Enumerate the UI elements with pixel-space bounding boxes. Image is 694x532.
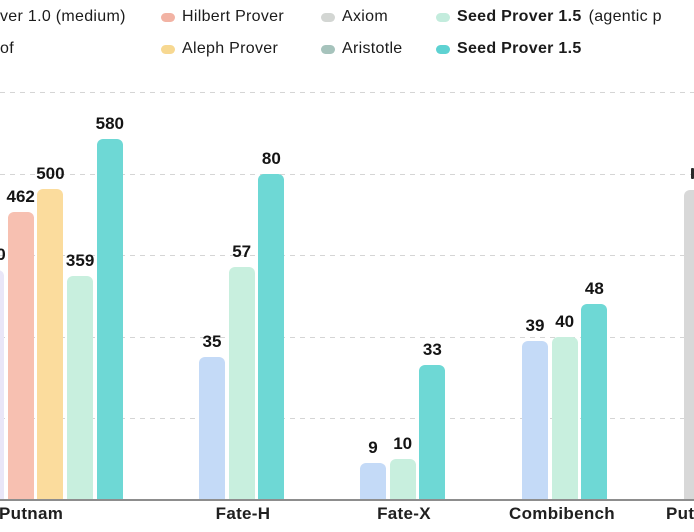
x-axis-label-fate-h: Fate-H xyxy=(215,504,271,523)
value-label: 10 xyxy=(393,434,413,454)
bar-mint-putnam xyxy=(67,276,94,500)
legend-label: Hilbert Prover xyxy=(182,8,285,25)
legend-label: Aristotle xyxy=(342,40,403,57)
value-label: 48 xyxy=(584,279,604,299)
value-label: 462 xyxy=(6,187,35,207)
bar-mint-fate-x xyxy=(389,459,416,500)
legend-item: Seed Prover 1.5 xyxy=(436,39,582,59)
gridline xyxy=(0,92,694,93)
legend-color-dot xyxy=(436,12,450,22)
bar-gray-put xyxy=(684,189,694,500)
bar-blue-fate-h xyxy=(199,357,225,500)
bar-salmon-putnam xyxy=(7,212,34,500)
gridline xyxy=(0,418,694,419)
legend-label: Seed Prover 1.5 xyxy=(457,40,582,57)
legend-color-dot xyxy=(161,12,175,22)
gridline xyxy=(0,255,694,256)
legend-label: Aleph Prover xyxy=(182,40,279,57)
legend-label: Axiom xyxy=(342,8,388,25)
bar-teal-putnam xyxy=(96,138,123,500)
x-axis-label-putnam: Putnam xyxy=(0,504,64,523)
bar-lavender-putnam xyxy=(0,269,4,500)
value-label: 0 xyxy=(0,244,6,264)
legend-item: Aristotle xyxy=(321,39,403,59)
bar-teal-fate-x xyxy=(419,365,446,500)
legend-item: Aleph Prover xyxy=(161,39,278,59)
bar-blue-combibench xyxy=(522,340,548,500)
value-label: 57 xyxy=(232,242,252,262)
legend-label: Seed Prover 1.5 xyxy=(457,8,582,25)
legend-item: Seed Prover 1.5 (agentic p xyxy=(436,7,662,27)
legend-item: Hilbert Prover xyxy=(161,7,284,27)
legend-item: Axiom xyxy=(321,7,388,27)
value-label: 40 xyxy=(555,311,575,331)
legend-item-fragment: ver 1.0 (medium) xyxy=(0,7,126,27)
bar-teal-combibench xyxy=(581,304,608,500)
x-axis-line xyxy=(0,499,694,501)
gridline xyxy=(0,337,694,338)
value-label: 580 xyxy=(95,113,124,133)
bar-mint-fate-h xyxy=(228,267,255,500)
legend-label: of xyxy=(0,40,14,57)
legend-color-dot xyxy=(436,44,450,54)
value-label: 80 xyxy=(261,148,281,168)
value-label: 500 xyxy=(36,163,65,183)
legend-item-fragment: of xyxy=(0,39,14,59)
value-label: 35 xyxy=(202,332,222,352)
bar-blue-fate-x xyxy=(360,463,386,500)
value-label: 39 xyxy=(525,315,545,335)
legend-color-dot xyxy=(321,44,335,54)
legend-label: ver 1.0 (medium) xyxy=(0,8,126,25)
x-axis-label-combibench: Combibench xyxy=(509,504,615,523)
bar-mint-combibench xyxy=(551,336,578,500)
value-label: 33 xyxy=(422,340,442,360)
legend-label-suffix: (agentic p xyxy=(588,8,662,25)
bar-teal-fate-h xyxy=(258,173,285,500)
clipped-value-label-fragment xyxy=(691,168,694,179)
legend-color-dot xyxy=(321,12,335,22)
value-label: 359 xyxy=(65,251,95,271)
x-axis-label-put: Put xyxy=(666,504,694,523)
x-axis-label-fate-x: Fate-X xyxy=(377,504,431,523)
gridline xyxy=(0,174,694,175)
value-label: 9 xyxy=(368,438,378,458)
bar-yellow-putnam xyxy=(37,188,64,500)
legend-color-dot xyxy=(161,44,175,54)
